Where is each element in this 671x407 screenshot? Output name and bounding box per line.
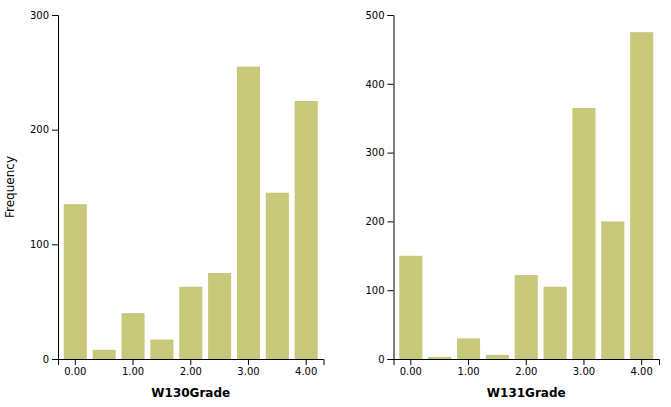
bar [572,108,595,359]
bar [515,275,538,359]
x-axis-title: W131Grade [487,386,566,400]
x-tick-label: 3.00 [573,366,595,377]
y-tick-label: 100 [30,239,49,250]
x-tick-label: 0.00 [400,366,422,377]
bar [428,357,451,359]
y-tick-label: 200 [365,216,384,227]
x-axis-line [59,360,325,366]
y-tick-mark [388,15,394,16]
y-axis-title: Frequency [3,156,17,218]
y-axis-line [388,16,395,360]
bar [93,350,116,359]
y-tick: 500 [365,10,393,21]
x-tick: 0.00 [64,359,86,377]
bar [295,101,318,359]
x-tick: 1.00 [122,359,144,377]
bar [179,287,202,359]
panel: 0.00 1.00 2.00 3.00 4.00 0 100 200 300 400 500 W131… [365,10,659,400]
y-tick: 0 [378,354,393,365]
x-tick: 0.00 [400,359,422,377]
x-tick: 4.00 [295,359,317,377]
bar [486,355,509,359]
bar [457,338,480,359]
x-tick-label: 2.00 [180,366,202,377]
bars [64,67,318,359]
x-tick: 3.00 [573,359,595,377]
x-axis: 0.00 1.00 2.00 3.00 4.00 [394,359,660,377]
x-tick-mark [75,359,76,365]
x-tick: 3.00 [237,359,259,377]
y-tick-label: 400 [365,79,384,90]
y-tick-mark [388,84,394,85]
y-tick-label: 300 [30,10,49,21]
x-tick-mark [468,359,469,365]
y-tick-mark [388,221,394,222]
bar [601,221,624,359]
y-tick-label: 500 [365,10,384,21]
x-tick-label: 0.00 [64,366,86,377]
x-axis: 0.00 1.00 2.00 3.00 4.00 [59,359,325,377]
bars [399,32,653,359]
bar [150,340,173,359]
bar [237,67,260,359]
y-tick-mark [52,244,58,245]
x-tick-label: 1.00 [122,366,144,377]
y-tick-mark [388,290,394,291]
y-tick: 200 [365,216,393,227]
x-tick: 1.00 [457,359,479,377]
bar [208,273,231,359]
x-tick-mark [190,359,191,365]
panel: 0.00 1.00 2.00 3.00 4.00 0 100 200 300 W130Grade F… [3,10,324,400]
x-tick-mark [526,359,527,365]
x-tick-mark [583,359,584,365]
y-axis: 0 100 200 300 [30,10,59,365]
y-tick: 300 [30,10,58,21]
x-tick-mark [641,359,642,365]
x-axis-title: W130Grade [151,386,230,400]
bar [544,287,567,359]
x-tick-label: 4.00 [631,366,653,377]
figure: 0.00 1.00 2.00 3.00 4.00 0 100 200 300 W130Grade F… [0,0,671,407]
y-tick-mark [388,153,394,154]
x-tick-label: 3.00 [237,366,259,377]
y-tick: 300 [365,147,393,158]
y-tick: 100 [30,239,58,250]
y-tick-label: 300 [365,147,384,158]
x-axis-line [394,360,660,366]
bar [121,313,144,359]
x-tick-label: 2.00 [515,366,537,377]
bar [64,204,87,359]
bar [630,32,653,359]
y-tick-label: 0 [378,354,384,365]
x-tick-mark [306,359,307,365]
bar [266,193,289,359]
y-tick-mark [388,359,394,360]
y-axis: 0 100 200 300 400 500 [365,10,394,365]
y-axis-line [52,16,59,360]
y-tick-mark [52,359,58,360]
y-tick-label: 100 [365,285,384,296]
x-tick: 4.00 [631,359,653,377]
x-tick: 2.00 [180,359,202,377]
x-tick-label: 1.00 [457,366,479,377]
x-tick-mark [248,359,249,365]
x-tick-mark [133,359,134,365]
bar [399,256,422,359]
y-tick: 400 [365,79,393,90]
x-tick-label: 4.00 [295,366,317,377]
y-tick-mark [52,130,58,131]
x-tick-mark [410,359,411,365]
y-tick: 100 [365,285,393,296]
y-tick-label: 200 [30,124,49,135]
y-tick-label: 0 [43,354,49,365]
y-tick: 200 [30,124,58,135]
y-tick: 0 [43,354,58,365]
x-tick: 2.00 [515,359,537,377]
y-tick-mark [52,15,58,16]
